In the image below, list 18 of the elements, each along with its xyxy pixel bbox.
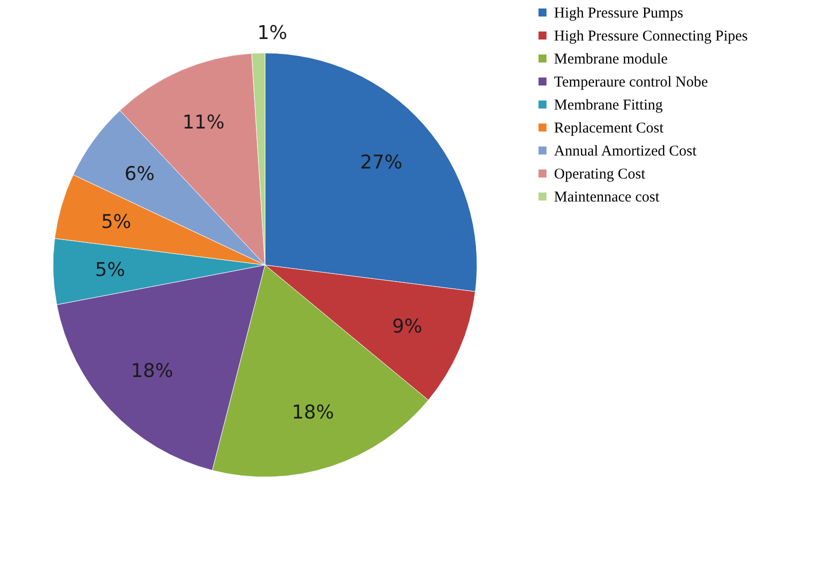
data-label: 27% bbox=[360, 151, 402, 174]
data-label: 5% bbox=[101, 210, 132, 233]
legend-label: Replacement Cost bbox=[554, 120, 664, 136]
legend-label: Annual Amortized Cost bbox=[554, 144, 698, 160]
legend-label: Maintennace cost bbox=[554, 190, 660, 206]
data-label: 9% bbox=[392, 316, 422, 338]
legend-label: High Pressure Connecting Pipes bbox=[554, 28, 748, 44]
legend-label: High Pressure Pumps bbox=[554, 6, 684, 22]
legend-label: Membrane Fitting bbox=[554, 98, 664, 114]
legend-label: Temperaure control Nobe bbox=[554, 74, 708, 90]
data-label: 18% bbox=[292, 401, 334, 424]
data-label: 11% bbox=[182, 112, 225, 134]
data-label: 18% bbox=[130, 360, 174, 382]
data-label: 6% bbox=[124, 162, 155, 185]
legend-label: Operating Cost bbox=[554, 166, 646, 182]
data-label: 5% bbox=[95, 258, 126, 281]
legend-label: Membrane module bbox=[554, 52, 668, 68]
data-label: 1% bbox=[257, 22, 288, 44]
